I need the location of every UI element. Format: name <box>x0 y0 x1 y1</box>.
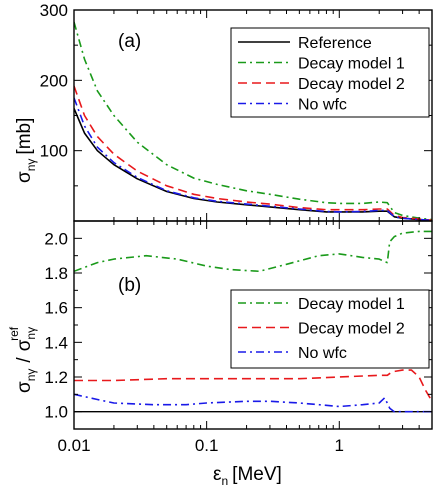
panel-b-label: (b) <box>118 275 141 296</box>
y-tick-label: 100 <box>40 142 68 161</box>
series-line-decay-model-1 <box>74 21 432 221</box>
series-line-no-wfc <box>74 393 432 413</box>
y-tick-label: 200 <box>40 71 68 90</box>
y-tick-label: 1.8 <box>44 264 68 283</box>
y-tick-label: 1.4 <box>44 333 68 352</box>
panel-a-ticks: 100 200 300 <box>40 1 433 221</box>
series-line-no-wfc <box>74 97 432 221</box>
x-tick-label: 0.1 <box>195 436 219 455</box>
series-line-decay-model-2 <box>74 85 432 221</box>
legend-label: Decay model 1 <box>298 56 405 73</box>
legend-label: Decay model 2 <box>298 321 405 338</box>
series-line-reference <box>74 108 432 221</box>
panel-a: 100 200 300 (a) Reference Decay model 1 Deca… <box>14 1 433 222</box>
panel-b-y-axis-label: σnγ/σnγref <box>7 326 38 393</box>
panel-b-series <box>74 230 432 413</box>
x-tick-label: 1 <box>335 436 344 455</box>
legend-label: No wfc <box>298 345 347 362</box>
y-tick-label: 300 <box>40 1 68 20</box>
legend-label: Decay model 1 <box>298 296 405 313</box>
panel-a-legend-box <box>230 27 430 118</box>
legend-label: No wfc <box>298 97 347 114</box>
y-tick-label: 1.6 <box>44 299 68 318</box>
panel-a-series <box>74 21 432 221</box>
x-axis-label: εn [MeV] <box>213 464 282 488</box>
panel-b-ticks: 0.01 0.1 1 1.0 1.2 1.4 1.6 1.8 2.0 <box>44 221 433 455</box>
panel-a-legend: Reference Decay model 1 Decay model 2 No wf… <box>230 27 430 118</box>
y-tick-label: 1.0 <box>44 403 68 422</box>
panel-a-label: (a) <box>118 31 141 52</box>
legend-label: Reference <box>298 35 372 52</box>
panel-b: 0.01 0.1 1 1.0 1.2 1.4 1.6 1.8 2.0 (b) Decay mod… <box>7 220 433 488</box>
series-line-decay-model-2 <box>74 369 432 402</box>
panel-a-y-axis-label: σnγ[mb] <box>14 118 38 183</box>
series-line-decay-model-1 <box>74 230 432 273</box>
y-tick-label: 2.0 <box>44 229 68 248</box>
y-tick-label: 1.2 <box>44 368 68 387</box>
x-tick-label: 0.01 <box>57 436 90 455</box>
panel-b-legend: Decay model 1 Decay model 2 No wfc <box>230 289 430 369</box>
legend-label: Decay model 2 <box>298 76 405 93</box>
